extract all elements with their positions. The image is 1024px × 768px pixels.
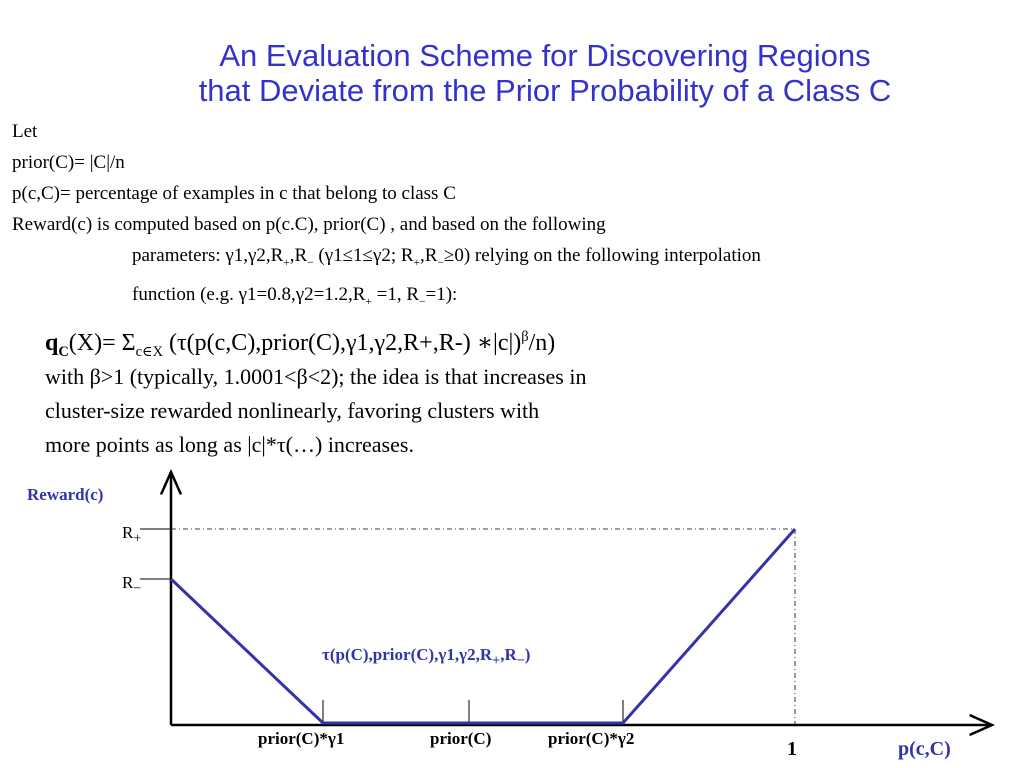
x-one-label: 1 xyxy=(787,738,797,760)
params-text-a: parameters: γ1,γ2,R xyxy=(132,245,284,266)
r-plus-label: R+ xyxy=(122,523,141,547)
q-formula: qC(X)= Σc∈X (τ(p(c,C),prior(C),γ1,γ2,R+,… xyxy=(45,322,555,367)
y-axis-label-text: Reward(c) xyxy=(27,485,104,504)
definitions-block: Let prior(C)= |C|/n p(c,C)= percentage o… xyxy=(12,116,761,318)
formula-tail: /n) xyxy=(528,330,556,356)
r-minus-letter: R xyxy=(122,573,134,592)
function-line: function (e.g. γ1=0.8,γ2=1.2,R+ =1, R−=1… xyxy=(12,279,761,318)
description-block: with β>1 (typically, 1.0001<β<2); the id… xyxy=(45,360,586,462)
params-sub-plus-2: + xyxy=(413,256,421,269)
params-text-b: ,R xyxy=(289,245,308,266)
slide-title: An Evaluation Scheme for Discovering Reg… xyxy=(0,38,1024,108)
x-tick-label-gamma2: prior(C)*γ2 xyxy=(548,729,635,748)
params-sub-minus: − xyxy=(307,256,314,269)
formula-q: q xyxy=(45,330,59,356)
r-plus-letter: R xyxy=(122,523,134,542)
params-text-e: ≥0) relying on the following interpolati… xyxy=(443,245,761,266)
func-text-b: =1, R xyxy=(371,283,420,305)
reward-definition: Reward(c) is computed based on p(c.C), p… xyxy=(12,214,606,235)
r-plus-sub: + xyxy=(133,530,142,547)
params-text-c: (γ1≤1≤γ2; R xyxy=(313,245,414,266)
func-text-a: function (e.g. γ1=0.8,γ2=1.2,R xyxy=(132,283,366,305)
let-line: Let xyxy=(12,121,38,142)
x-tick-label-gamma1: prior(C)*γ1 xyxy=(258,729,345,748)
formula-eq: (X)= Σ xyxy=(68,330,136,356)
y-axis-label: Reward(c) xyxy=(27,485,103,505)
description-line-3: more points as long as |c|*τ(…) increase… xyxy=(45,432,414,457)
curve-label-a: τ(p(C),prior(C),γ1,γ2,R xyxy=(322,645,493,664)
formula-q-sub: C xyxy=(58,343,69,360)
curve-label: τ(p(C),prior(C),γ1,γ2,R+,R−) xyxy=(322,645,530,669)
tau-curve xyxy=(169,528,797,725)
x-tick-label-prior: prior(C) xyxy=(430,729,492,748)
formula-body: (τ(p(c,C),prior(C),γ1,γ2,R+,R-) ∗|c|) xyxy=(163,330,522,356)
func-sub-plus: + xyxy=(365,295,372,308)
func-text-c: =1): xyxy=(425,283,458,305)
pc-definition: p(c,C)= percentage of examples in c that… xyxy=(12,183,456,204)
func-sub-minus: − xyxy=(419,295,426,308)
prior-definition: prior(C)= |C|/n xyxy=(12,152,125,173)
title-line-2: that Deviate from the Prior Probability … xyxy=(198,73,892,108)
description-line-1: with β>1 (typically, 1.0001<β<2); the id… xyxy=(45,364,587,389)
curve-label-sub-minus: − xyxy=(516,652,525,669)
curve-label-c: ) xyxy=(524,645,531,664)
curve-label-b: ,R xyxy=(500,645,517,664)
curve-label-sub-plus: + xyxy=(492,652,501,669)
parameters-line: parameters: γ1,γ2,R+,R− (γ1≤1≤γ2; R+,R−≥… xyxy=(12,240,761,279)
formula-sum-sub: c∈X xyxy=(135,343,164,360)
params-sub-plus: + xyxy=(283,256,290,269)
formula-beta: β xyxy=(521,329,529,345)
params-sub-minus-2: − xyxy=(437,256,444,269)
r-minus-sub: − xyxy=(133,580,142,597)
x-axis-label: p(c,C) xyxy=(898,738,951,760)
params-text-d: ,R xyxy=(420,245,438,266)
description-line-2: cluster-size rewarded nonlinearly, favor… xyxy=(45,398,540,423)
r-minus-label: R− xyxy=(122,573,141,597)
title-line-1: An Evaluation Scheme for Discovering Reg… xyxy=(219,38,871,73)
